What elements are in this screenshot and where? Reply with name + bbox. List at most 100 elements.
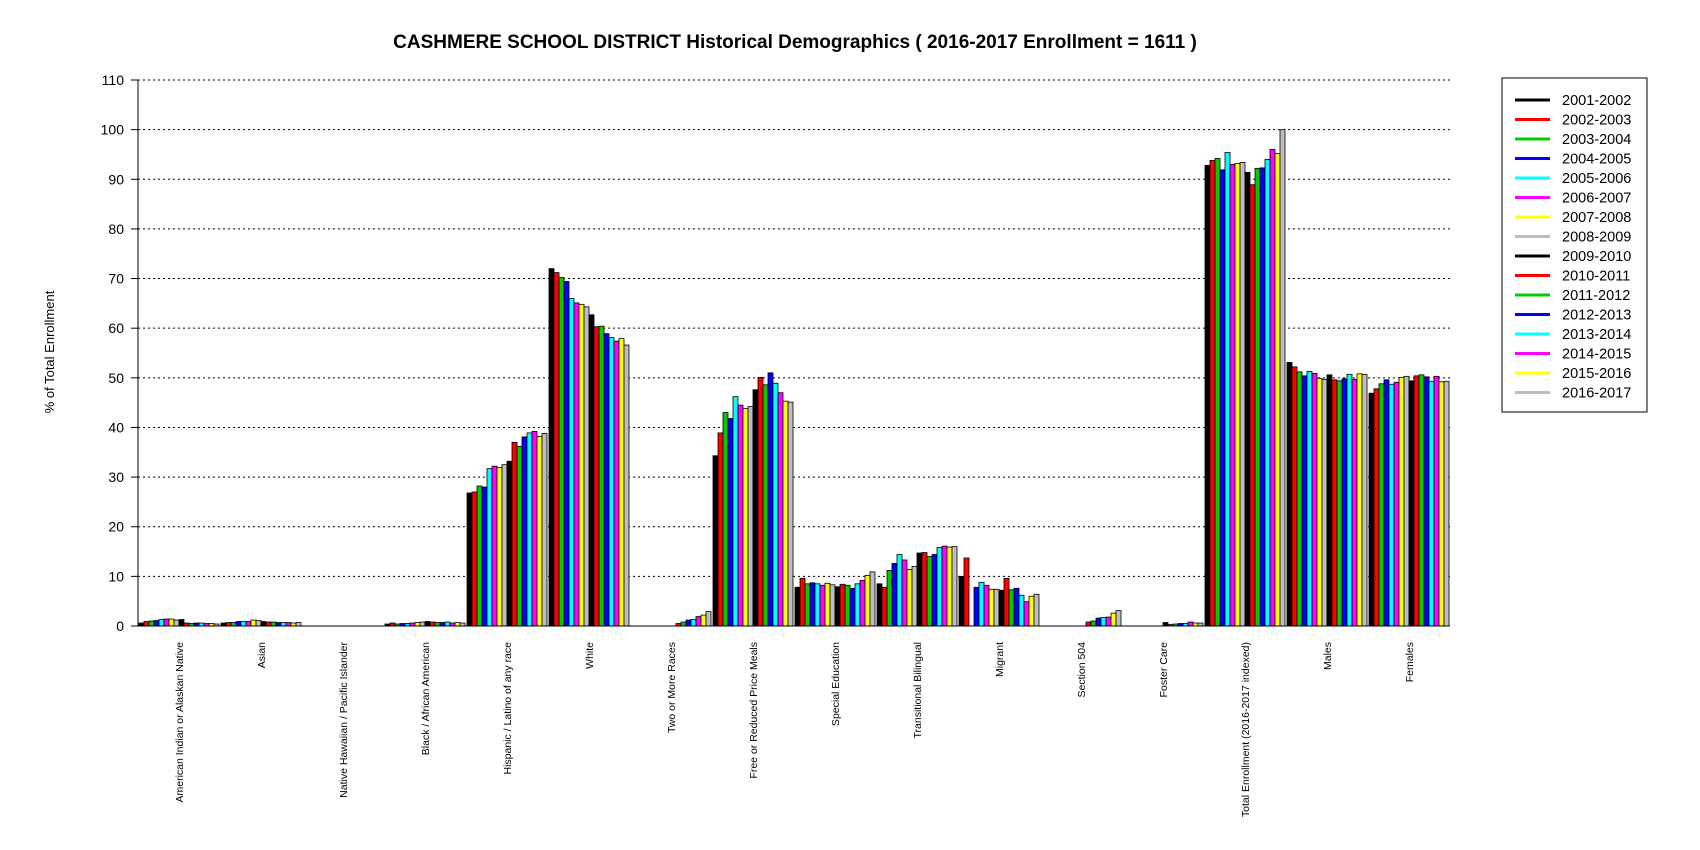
- bar-0-7: [173, 619, 180, 627]
- bar-6-13: [695, 616, 702, 627]
- bar-9-11: [931, 554, 938, 627]
- bar-14-12: [1346, 373, 1353, 627]
- axes: [137, 80, 1450, 627]
- bar-14-11: [1341, 378, 1348, 627]
- bar-15-6: [1398, 376, 1405, 627]
- bar-1-8: [260, 621, 267, 627]
- bar-7-0: [712, 455, 719, 627]
- bar-1-1: [225, 622, 232, 627]
- bar-15-2: [1378, 383, 1385, 627]
- legend-label: 2007-2008: [1562, 210, 1631, 226]
- category-label: Migrant: [994, 642, 1006, 677]
- category-label: Transitional Bilingual: [912, 642, 924, 739]
- y-tick-label: 50: [108, 370, 124, 386]
- bar-14-13: [1351, 378, 1358, 627]
- category-label: American Indian or Alaskan Native: [174, 642, 186, 803]
- bar-4-13: [531, 431, 538, 627]
- bar-13-10: [1254, 167, 1261, 627]
- bar-13-2: [1214, 158, 1221, 627]
- bar-15-9: [1413, 375, 1420, 627]
- bar-13-5: [1229, 163, 1236, 627]
- bar-10-1: [963, 557, 970, 627]
- bar-15-3: [1383, 379, 1390, 627]
- bar-14-3: [1301, 375, 1308, 627]
- bar-10-6: [988, 588, 995, 627]
- bar-8-6: [824, 582, 831, 627]
- bar-8-0: [794, 586, 801, 627]
- bar-4-14: [536, 435, 543, 627]
- bar-10-4: [978, 581, 985, 627]
- y-tick-label: 80: [108, 221, 124, 237]
- bar-11-15: [1115, 610, 1122, 627]
- bar-5-14: [618, 338, 625, 627]
- bar-9-10: [926, 556, 933, 627]
- bar-5-11: [603, 333, 610, 627]
- category-label: Native Hawaiian / Pacific Islander: [338, 642, 350, 798]
- bar-15-0: [1368, 392, 1375, 627]
- bar-8-3: [809, 582, 816, 627]
- bar-13-8: [1244, 171, 1251, 627]
- bar-15-7: [1403, 375, 1410, 627]
- bar-4-12: [526, 432, 533, 627]
- bar-7-5: [737, 404, 744, 627]
- bar-9-4: [896, 554, 903, 627]
- bar-15-13: [1433, 375, 1440, 627]
- bar-14-14: [1356, 373, 1363, 627]
- bar-5-15: [623, 344, 630, 627]
- bar-9-14: [946, 546, 953, 627]
- bar-4-10: [516, 445, 523, 627]
- bar-14-8: [1326, 374, 1333, 627]
- bar-1-10: [270, 621, 277, 627]
- bar-10-3: [973, 586, 980, 627]
- bar-8-8: [834, 586, 841, 627]
- bar-15-11: [1423, 376, 1430, 627]
- bar-13-14: [1274, 153, 1281, 627]
- legend-label: 2008-2009: [1562, 230, 1631, 246]
- legend-label: 2013-2014: [1562, 327, 1631, 343]
- bar-10-15: [1033, 593, 1040, 627]
- bar-13-3: [1219, 169, 1226, 627]
- bar-15-8: [1408, 380, 1415, 627]
- legend: 2001-2002 2002-2003 2003-2004 2004-2005 2005…: [1501, 77, 1648, 413]
- legend-label: 2004-2005: [1562, 152, 1631, 168]
- bar-4-9: [511, 441, 518, 627]
- bar-4-5: [491, 465, 498, 627]
- bar-14-2: [1296, 371, 1303, 627]
- bar-6-15: [705, 611, 712, 627]
- bar-7-14: [782, 400, 789, 627]
- bar-0-5: [163, 618, 170, 627]
- bar-14-5: [1311, 372, 1318, 627]
- bar-15-14: [1438, 381, 1445, 627]
- legend-label: 2002-2003: [1562, 113, 1631, 129]
- bar-1-5: [245, 621, 252, 627]
- category-label: Special Education: [830, 642, 842, 726]
- bar-10-5: [983, 584, 990, 627]
- y-tick-label: 60: [108, 320, 124, 336]
- bar-4-0: [466, 492, 473, 627]
- bar-4-6: [496, 467, 503, 627]
- bar-14-7: [1321, 378, 1328, 627]
- y-tick-label: 90: [108, 171, 124, 187]
- y-tick-label: 10: [108, 568, 124, 584]
- bar-7-11: [767, 372, 774, 627]
- category-label: Asian: [256, 642, 268, 668]
- bar-8-10: [844, 584, 851, 627]
- y-axis-label: % of Total Enrollment: [42, 290, 57, 413]
- bar-14-4: [1306, 370, 1313, 627]
- legend-box: [1501, 77, 1648, 413]
- bar-1-13: [285, 622, 292, 627]
- bar-7-9: [757, 376, 764, 627]
- bar-1-3: [235, 621, 242, 627]
- bar-8-15: [869, 571, 876, 627]
- bar-9-6: [906, 569, 913, 627]
- bar-14-9: [1331, 379, 1338, 627]
- bar-0-4: [158, 619, 165, 627]
- bar-1-7: [255, 620, 262, 627]
- legend-label: 2011-2012: [1562, 288, 1630, 304]
- bar-14-10: [1336, 380, 1343, 627]
- y-tick-label: 30: [108, 469, 124, 485]
- bar-9-12: [936, 547, 943, 627]
- legend-label: 2012-2013: [1562, 308, 1631, 324]
- bar-4-7: [501, 464, 508, 627]
- bar-13-4: [1224, 152, 1231, 627]
